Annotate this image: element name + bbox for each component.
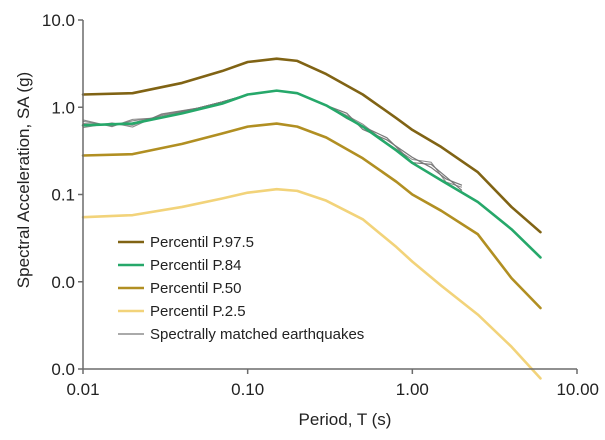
- x-tick-label: 0.01: [66, 380, 99, 399]
- series-line-4: [81, 187, 542, 380]
- legend-label: Percentil P.84: [150, 257, 241, 274]
- legend-label: Percentil P.2.5: [150, 303, 246, 320]
- legend-label: Percentil P.50: [150, 280, 241, 297]
- x-axis-title: Period, T (s): [299, 410, 392, 429]
- y-tick-label: 1.0: [51, 98, 75, 117]
- y-tick-label: 0.0: [51, 273, 75, 292]
- y-tick-label: 0.1: [51, 186, 75, 205]
- series-line-1: [81, 57, 542, 234]
- axes-layer: 0.0 0.0 0.1 1.0 10.0 0.01 0.10 1.00 10.00: [42, 11, 599, 399]
- legend: Percentil P.97.5 Percentil P.84 Percentil …: [118, 234, 364, 343]
- series-line-2: [81, 89, 542, 259]
- x-tick-label: 10.00: [556, 380, 599, 399]
- y-tick-label: 0.0: [51, 360, 75, 379]
- x-tick-label: 0.10: [231, 380, 264, 399]
- y-tick-label: 10.0: [42, 11, 75, 30]
- series-layer: [81, 57, 542, 380]
- legend-label: Spectrally matched earthquakes: [150, 326, 364, 343]
- legend-label: Percentil P.97.5: [150, 234, 254, 251]
- x-tick-label: 1.00: [396, 380, 429, 399]
- y-axis-title: Spectral Acceleration, SA (g): [14, 72, 33, 288]
- series-line-3: [81, 122, 542, 310]
